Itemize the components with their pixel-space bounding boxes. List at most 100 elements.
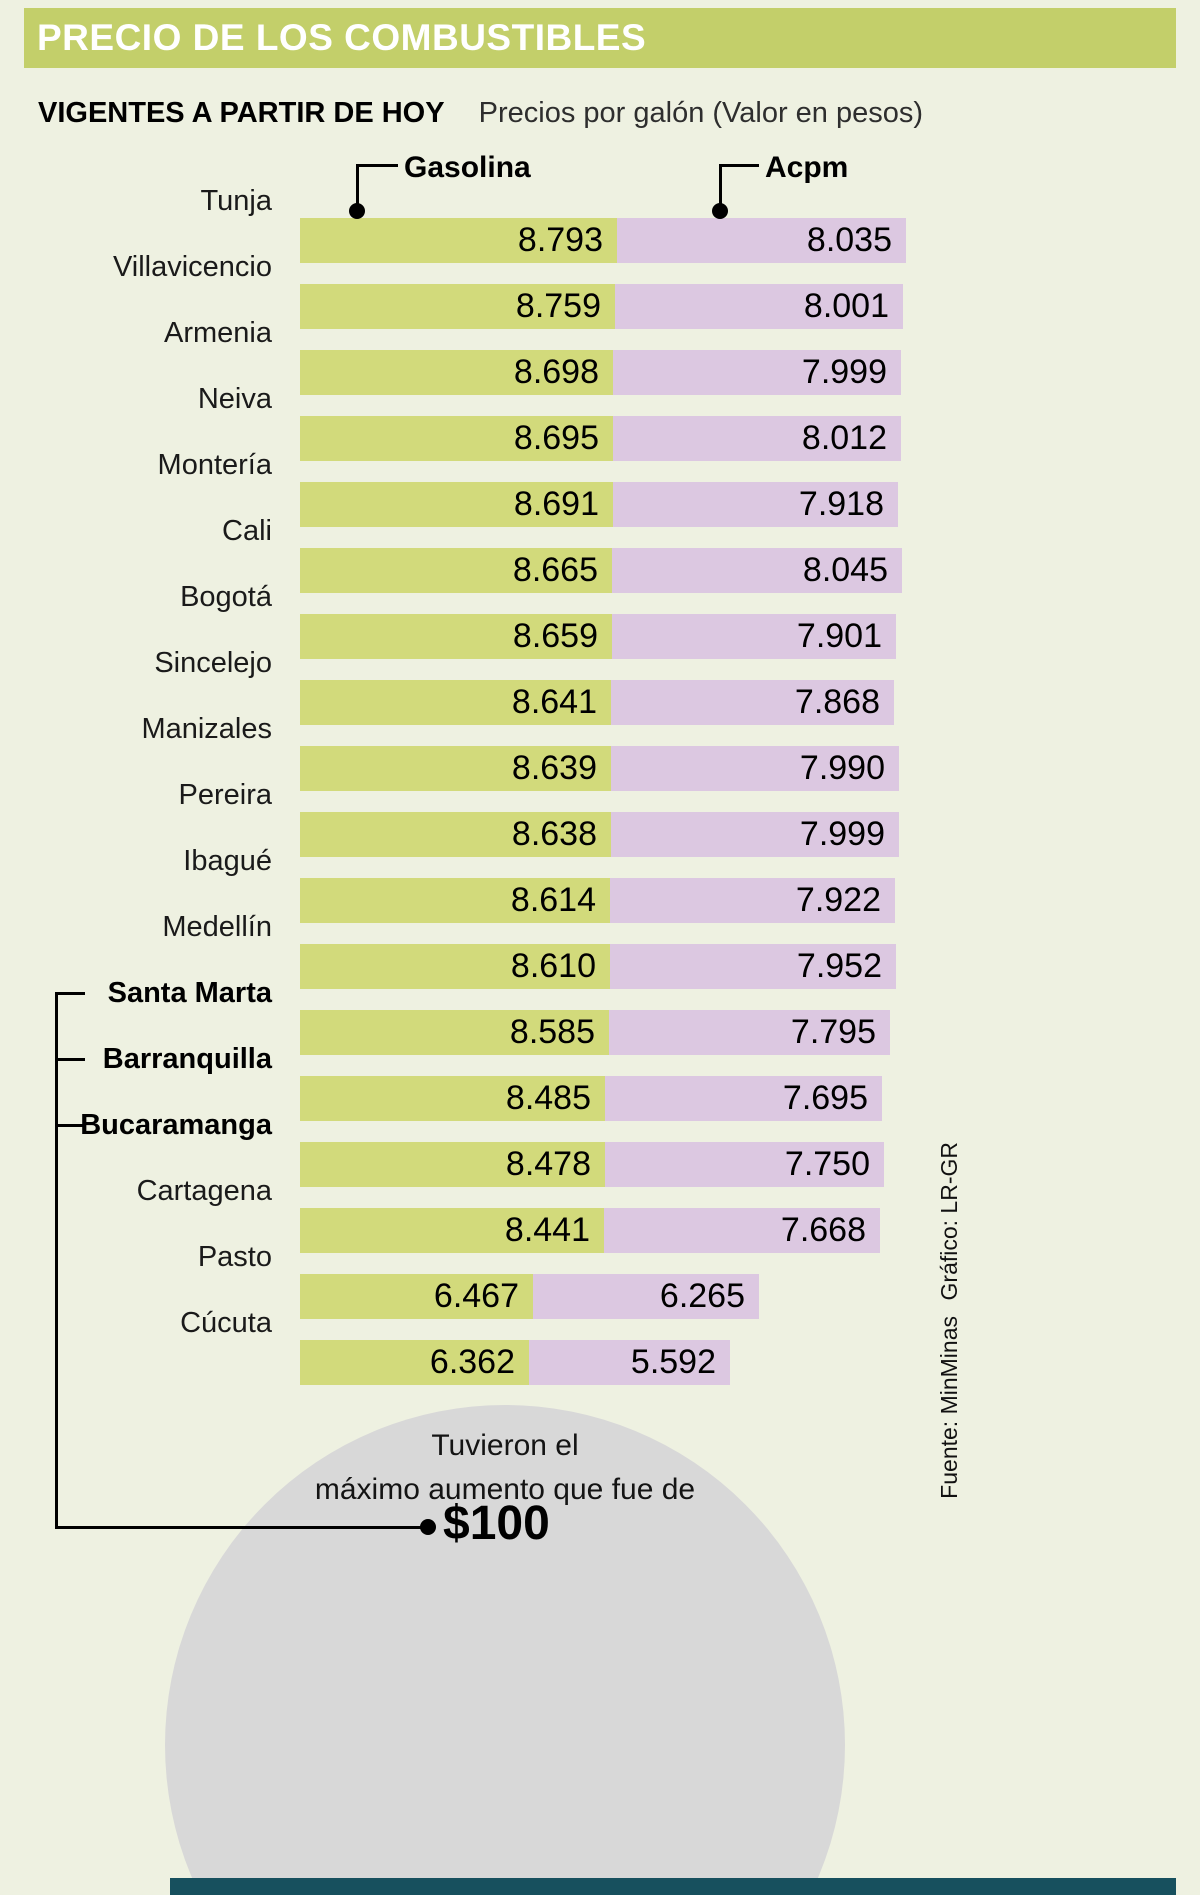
acpm-bar-pereira: 7.999 <box>611 812 899 857</box>
city-label-barranquilla: Barranquilla <box>102 1043 272 1075</box>
city-label-neiva: Neiva <box>197 383 272 415</box>
city-label-bucaramanga: Bucaramanga <box>80 1109 272 1141</box>
callout-line1: Tuvieron el <box>431 1429 579 1462</box>
gasolina-value-cali: 8.665 <box>512 551 598 589</box>
callout-line2: máximo aumento que fue de <box>314 1473 696 1506</box>
page-title: PRECIO DE LOS COMBUSTIBLES <box>37 17 647 58</box>
gasolina-value-ibague: 8.614 <box>510 881 596 919</box>
acpm-value-ibague: 7.922 <box>795 881 881 919</box>
city-label-medellin: Medellín <box>162 911 272 943</box>
gasolina-bar-monteria: 8.691 <box>300 482 613 527</box>
acpm-value-monteria: 7.918 <box>798 485 884 523</box>
gasolina-bar-manizales: 8.639 <box>300 746 611 791</box>
gasolina-bar-medellin: 8.610 <box>300 944 610 989</box>
acpm-value-bogota: 7.901 <box>796 617 882 655</box>
gasolina-bar-armenia: 8.698 <box>300 350 613 395</box>
callout-dot <box>420 1519 436 1535</box>
acpm-value-pasto: 6.265 <box>659 1277 745 1315</box>
gasolina-value-manizales: 8.639 <box>511 749 597 787</box>
acpm-bar-cartagena: 7.668 <box>604 1208 880 1253</box>
gasolina-bar-cartagena: 8.441 <box>300 1208 604 1253</box>
city-label-cartagena: Cartagena <box>136 1175 272 1207</box>
gasolina-value-villavicencio: 8.759 <box>515 287 601 325</box>
gasolina-bar-ibague: 8.614 <box>300 878 610 923</box>
acpm-bar-cali: 8.045 <box>612 548 902 593</box>
gasolina-value-bogota: 8.659 <box>512 617 598 655</box>
acpm-value-manizales: 7.990 <box>799 749 885 787</box>
city-label-monteria: Montería <box>157 449 272 481</box>
acpm-bar-medellin: 7.952 <box>610 944 896 989</box>
city-label-bogota: Bogotá <box>180 581 272 613</box>
gasolina-bar-cali: 8.665 <box>300 548 612 593</box>
acpm-value-cucuta: 5.592 <box>630 1343 716 1381</box>
acpm-bar-manizales: 7.990 <box>611 746 899 791</box>
city-label-tunja: Tunja <box>200 185 272 217</box>
gasolina-bar-pereira: 8.638 <box>300 812 611 857</box>
gasolina-value-neiva: 8.695 <box>513 419 599 457</box>
acpm-bar-bogota: 7.901 <box>612 614 896 659</box>
city-label-sincelejo: Sincelejo <box>154 647 272 679</box>
bracket-tick-bucaramanga <box>55 1124 85 1127</box>
credit-grafico: Gráfico: LR-GR <box>936 1142 962 1301</box>
acpm-bar-bucaramanga: 7.750 <box>605 1142 884 1187</box>
callout-text: Tuvieron el máximo aumento que fue de <box>230 1424 780 1512</box>
gasolina-bar-sincelejo: 8.641 <box>300 680 611 725</box>
acpm-bar-tunja: 8.035 <box>617 218 906 263</box>
acpm-bar-ibague: 7.922 <box>610 878 895 923</box>
bracket-vertical-line <box>55 992 58 1527</box>
gasolina-value-armenia: 8.698 <box>513 353 599 391</box>
gasolina-value-santa-marta: 8.585 <box>509 1013 595 1051</box>
bottom-accent-bar <box>170 1878 1176 1895</box>
acpm-value-cali: 8.045 <box>802 551 888 589</box>
acpm-bar-sincelejo: 7.868 <box>611 680 894 725</box>
acpm-value-sincelejo: 7.868 <box>794 683 880 721</box>
legend-acpm-label: Acpm <box>765 151 849 184</box>
header-bar: PRECIO DE LOS COMBUSTIBLES <box>24 8 1176 68</box>
acpm-value-barranquilla: 7.695 <box>782 1079 868 1117</box>
gasolina-bar-barranquilla: 8.485 <box>300 1076 605 1121</box>
city-label-pereira: Pereira <box>178 779 273 811</box>
acpm-bar-santa-marta: 7.795 <box>609 1010 890 1055</box>
city-label-pasto: Pasto <box>197 1241 272 1273</box>
callout-value: $100 <box>443 1497 550 1550</box>
acpm-legend-dot <box>712 203 728 219</box>
gasolina-value-barranquilla: 8.485 <box>505 1079 591 1117</box>
gasolina-bar-bucaramanga: 8.478 <box>300 1142 605 1187</box>
legend-gasolina-label: Gasolina <box>404 151 531 184</box>
acpm-value-tunja: 8.035 <box>806 221 892 259</box>
gasolina-bar-villavicencio: 8.759 <box>300 284 615 329</box>
city-label-cali: Cali <box>222 515 272 547</box>
gasolina-legend-connector-h <box>356 164 398 167</box>
city-label-ibague: Ibagué <box>183 845 272 877</box>
gasolina-value-bucaramanga: 8.478 <box>505 1145 591 1183</box>
bracket-tick-barranquilla <box>55 1058 85 1061</box>
bracket-bottom-line <box>55 1526 421 1529</box>
gasolina-value-medellin: 8.610 <box>510 947 596 985</box>
acpm-value-bucaramanga: 7.750 <box>784 1145 870 1183</box>
acpm-bar-armenia: 7.999 <box>613 350 901 395</box>
acpm-value-neiva: 8.012 <box>801 419 887 457</box>
gasolina-value-sincelejo: 8.641 <box>511 683 597 721</box>
city-label-villavicencio: Villavicencio <box>112 251 272 283</box>
city-label-manizales: Manizales <box>141 713 272 745</box>
city-label-armenia: Armenia <box>164 317 272 349</box>
acpm-bar-pasto: 6.265 <box>533 1274 759 1319</box>
acpm-legend-connector-v <box>719 164 722 206</box>
gasolina-legend-connector-v <box>356 164 359 206</box>
subheader: VIGENTES A PARTIR DE HOY Precios por gal… <box>38 97 1158 130</box>
gasolina-value-pasto: 6.467 <box>433 1277 519 1315</box>
gasolina-bar-santa-marta: 8.585 <box>300 1010 609 1055</box>
gasolina-bar-bogota: 8.659 <box>300 614 612 659</box>
acpm-bar-villavicencio: 8.001 <box>615 284 903 329</box>
acpm-value-villavicencio: 8.001 <box>803 287 889 325</box>
bracket-tick-santa-marta <box>55 992 85 995</box>
credit-fuente: Fuente: MinMinas <box>936 1316 962 1499</box>
gasolina-bar-pasto: 6.467 <box>300 1274 533 1319</box>
acpm-bar-neiva: 8.012 <box>613 416 901 461</box>
subtitle-unit-note: Precios por galón (Valor en pesos) <box>478 97 924 129</box>
gasolina-value-tunja: 8.793 <box>517 221 603 259</box>
gasolina-bar-tunja: 8.793 <box>300 218 617 263</box>
acpm-value-santa-marta: 7.795 <box>790 1013 876 1051</box>
acpm-legend-connector-h <box>719 164 759 167</box>
